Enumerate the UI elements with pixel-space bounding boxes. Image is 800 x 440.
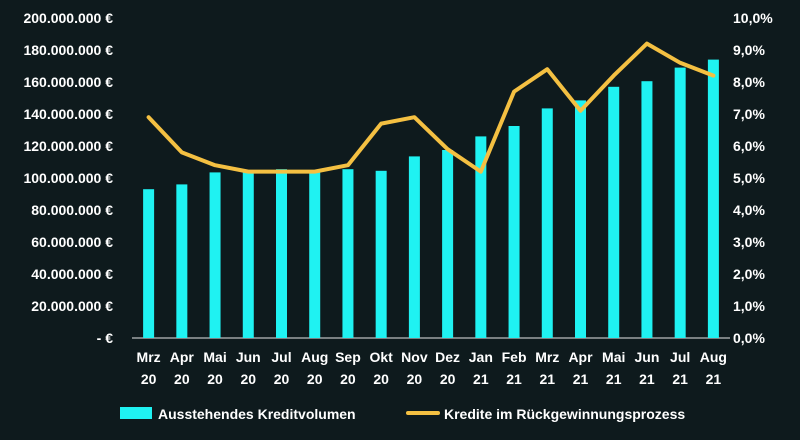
line-point (679, 62, 681, 64)
bar-series (143, 59, 719, 339)
x-axis-tick-label: Nov 20 (401, 349, 428, 387)
right-axis-tick-label: 4,0% (733, 202, 765, 218)
x-axis-tick-label: Jul 20 (271, 349, 291, 387)
left-axis-tick-label: 120.000.000 € (23, 138, 113, 154)
right-axis-tick-label: 3,0% (733, 234, 765, 250)
line-series (146, 41, 716, 174)
bar (541, 108, 553, 339)
bar (276, 169, 287, 338)
x-axis-tick-label: Jul 21 (670, 349, 690, 387)
legend: Ausstehendes Kreditvolumen Kredite im Rü… (120, 406, 685, 422)
right-axis-tick-label: 5,0% (733, 170, 765, 186)
left-axis: - € 20.000.000 € 40.000.000 € 60.000.000 € 8… (23, 10, 113, 346)
x-axis-tick-label: Aug 21 (700, 349, 727, 387)
x-axis-tick-label: Apr 20 (170, 349, 195, 387)
left-axis-tick-label: 160.000.000 € (23, 74, 113, 90)
line-point (646, 43, 648, 45)
left-axis-tick-label: - € (97, 330, 114, 346)
bar (442, 150, 454, 338)
bar (575, 100, 586, 339)
right-axis-tick-label: 1,0% (733, 298, 765, 314)
bar (176, 184, 188, 338)
x-axis-tick-label: Sep 20 (335, 349, 361, 387)
right-axis-tick-label: 2,0% (733, 266, 765, 282)
x-axis-tick-label: Dez 20 (435, 349, 460, 387)
right-axis-tick-label: 0,0% (733, 330, 765, 346)
left-axis-tick-label: 20.000.000 € (31, 298, 113, 314)
line-point (281, 171, 282, 173)
x-axis-tick-label: Apr 21 (568, 349, 593, 387)
line-point (480, 171, 482, 173)
left-axis-tick-label: 80.000.000 € (31, 202, 113, 218)
left-axis-tick-label: 200.000.000 € (23, 10, 113, 26)
line-point (181, 151, 183, 153)
x-axis-tick-label: Feb 21 (502, 349, 527, 387)
line-point (546, 68, 548, 70)
right-axis-tick-label: 10,0% (733, 10, 773, 26)
line-point (247, 171, 249, 173)
x-axis-tick-label: Jun 21 (634, 349, 659, 387)
x-axis-tick-label: Okt 20 (369, 349, 393, 387)
series-line (146, 41, 716, 174)
bar (143, 189, 155, 338)
line-point (580, 110, 581, 112)
legend-line-label: Kredite im Rückgewinnungsprozess (444, 406, 685, 422)
x-axis: Mrz 20 Apr 20 Mai 20 Jun 20 Jul 20 Aug 20 Sep 20 Okt 20… (132, 337, 730, 387)
x-axis-tick-label: Jun 20 (236, 349, 261, 387)
line-point (380, 123, 382, 125)
line-point (413, 116, 415, 118)
left-axis-tick-label: 180.000.000 € (23, 42, 113, 58)
bar (242, 171, 254, 338)
bar (641, 81, 653, 338)
bar (608, 86, 620, 338)
right-axis: 0,0% 1,0% 2,0% 3,0% 4,0% 5,0% 6,0% 7,0% 8,0% 9,0%… (733, 10, 773, 346)
bar (342, 169, 354, 338)
line-point (347, 164, 349, 166)
bar (375, 170, 387, 338)
x-axis-tick-label: Aug 20 (301, 349, 328, 387)
x-axis-tick-label: Mrz 20 (137, 349, 161, 387)
bar (674, 67, 686, 338)
line-point (513, 91, 515, 93)
left-axis-tick-label: 140.000.000 € (23, 106, 113, 122)
x-axis-tick-label: Mrz 21 (535, 349, 559, 387)
bar (309, 170, 321, 338)
right-axis-tick-label: 9,0% (733, 42, 765, 58)
line-point (148, 116, 150, 118)
x-axis-tick-label: Jan 21 (469, 349, 493, 387)
bar (508, 126, 520, 338)
right-axis-tick-label: 7,0% (733, 106, 765, 122)
left-axis-tick-label: 60.000.000 € (31, 234, 113, 250)
x-axis-tick-label: Mai 21 (602, 349, 625, 387)
bar (209, 172, 221, 338)
line-point (712, 75, 714, 77)
right-axis-tick-label: 6,0% (733, 138, 765, 154)
line-point (447, 148, 449, 150)
bar (408, 156, 420, 338)
line-point (613, 75, 615, 77)
line-point (214, 164, 216, 166)
right-axis-tick-label: 8,0% (733, 74, 765, 90)
x-axis-tick-label: Mai 20 (203, 349, 226, 387)
bar (707, 59, 719, 338)
legend-bar-label: Ausstehendes Kreditvolumen (158, 406, 356, 422)
left-axis-tick-label: 40.000.000 € (31, 266, 113, 282)
line-point (314, 171, 316, 173)
legend-bar-swatch (120, 407, 152, 419)
left-axis-tick-label: 100.000.000 € (23, 170, 113, 186)
bar (475, 136, 487, 338)
